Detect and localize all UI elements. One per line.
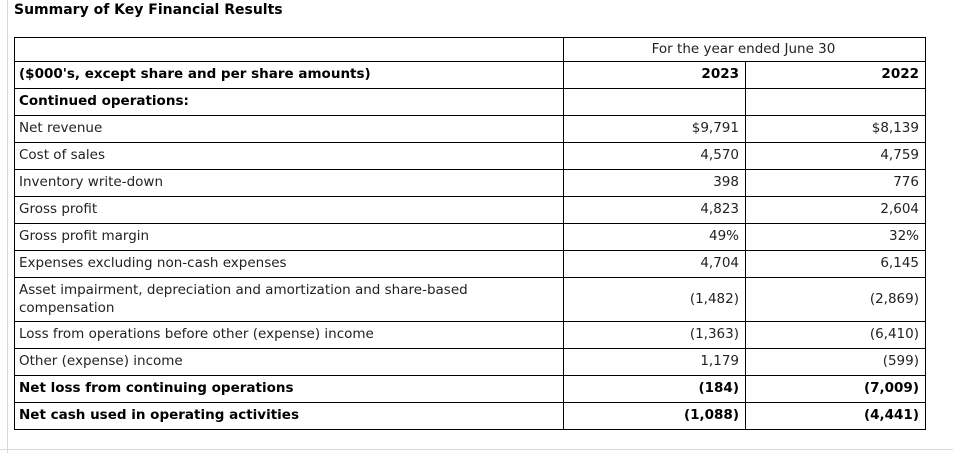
value-cell-2022: $8,139 — [745, 115, 926, 143]
value-cell-2022: 32% — [745, 223, 926, 251]
table-row-other-expense-income: Other (expense) income 1,179 (599) — [14, 348, 926, 376]
value-cell-2022: (599) — [745, 348, 926, 376]
value-cell-2022: 4,759 — [745, 142, 926, 170]
table-row-gross-profit: Gross profit 4,823 2,604 — [14, 196, 926, 224]
value-cell-2023: 4,704 — [563, 250, 746, 278]
value-cell-2022: (6,410) — [745, 321, 926, 349]
financial-results-table: For the year ended June 30 ($000's, exce… — [14, 37, 926, 430]
page-title: Summary of Key Financial Results — [14, 2, 283, 18]
value-cell-2022: (7,009) — [745, 375, 926, 403]
value-cell-2023: (1,482) — [563, 277, 746, 322]
value-cell-2023: 398 — [563, 169, 746, 197]
empty-corner-cell — [14, 37, 564, 62]
value-cell-2023: 49% — [563, 223, 746, 251]
table-row-gross-profit-margin: Gross profit margin 49% 32% — [14, 223, 926, 251]
table-row-expenses-excluding-non-cash: Expenses excluding non-cash expenses 4,7… — [14, 250, 926, 278]
table-row-cost-of-sales: Cost of sales 4,570 4,759 — [14, 142, 926, 170]
row-label-cell: Other (expense) income — [14, 348, 564, 376]
period-header-cell: For the year ended June 30 — [563, 37, 926, 62]
value-cell-2023: 4,823 — [563, 196, 746, 224]
value-cell-2023: 4,570 — [563, 142, 746, 170]
column-header-2022: 2022 — [745, 61, 926, 89]
table-row-net-revenue: Net revenue $9,791 $8,139 — [14, 115, 926, 143]
value-cell-2023: $9,791 — [563, 115, 746, 143]
row-label-cell: Cost of sales — [14, 142, 564, 170]
page-edge-horizontal-rule — [0, 449, 953, 450]
row-label-cell: Loss from operations before other (expen… — [14, 321, 564, 349]
value-cell-2022: 6,145 — [745, 250, 926, 278]
row-label-cell: Net cash used in operating activities — [14, 402, 564, 430]
row-label-cell: Net loss from continuing operations — [14, 375, 564, 403]
table-row-inventory-write-down: Inventory write-down 398 776 — [14, 169, 926, 197]
empty-value-cell — [563, 88, 746, 116]
section-header-cell: Continued operations: — [14, 88, 564, 116]
value-cell-2022: (4,441) — [745, 402, 926, 430]
value-cell-2023: (1,088) — [563, 402, 746, 430]
table-row-section-header: Continued operations: — [14, 88, 926, 116]
page-edge-vertical-rule — [7, 0, 8, 453]
table-row-net-cash-operating-activities: Net cash used in operating activities (1… — [14, 402, 926, 430]
row-label-cell: Gross profit margin — [14, 223, 564, 251]
table-row-period-header: For the year ended June 30 — [14, 37, 926, 62]
row-label-cell: Inventory write-down — [14, 169, 564, 197]
table-row-loss-from-operations: Loss from operations before other (expen… — [14, 321, 926, 349]
unit-label-cell: ($000's, except share and per share amou… — [14, 61, 564, 89]
row-label-cell: Expenses excluding non-cash expenses — [14, 250, 564, 278]
row-label-cell: Gross profit — [14, 196, 564, 224]
value-cell-2023: (1,363) — [563, 321, 746, 349]
row-label-cell: Net revenue — [14, 115, 564, 143]
column-header-2023: 2023 — [563, 61, 746, 89]
value-cell-2022: 776 — [745, 169, 926, 197]
value-cell-2022: (2,869) — [745, 277, 926, 322]
empty-value-cell — [745, 88, 926, 116]
value-cell-2023: 1,179 — [563, 348, 746, 376]
table-row-asset-impairment: Asset impairment, depreciation and amort… — [14, 277, 926, 322]
row-label-cell: Asset impairment, depreciation and amort… — [14, 277, 564, 322]
table-row-column-headers: ($000's, except share and per share amou… — [14, 61, 926, 89]
value-cell-2022: 2,604 — [745, 196, 926, 224]
table-row-net-loss-continuing-operations: Net loss from continuing operations (184… — [14, 375, 926, 403]
value-cell-2023: (184) — [563, 375, 746, 403]
